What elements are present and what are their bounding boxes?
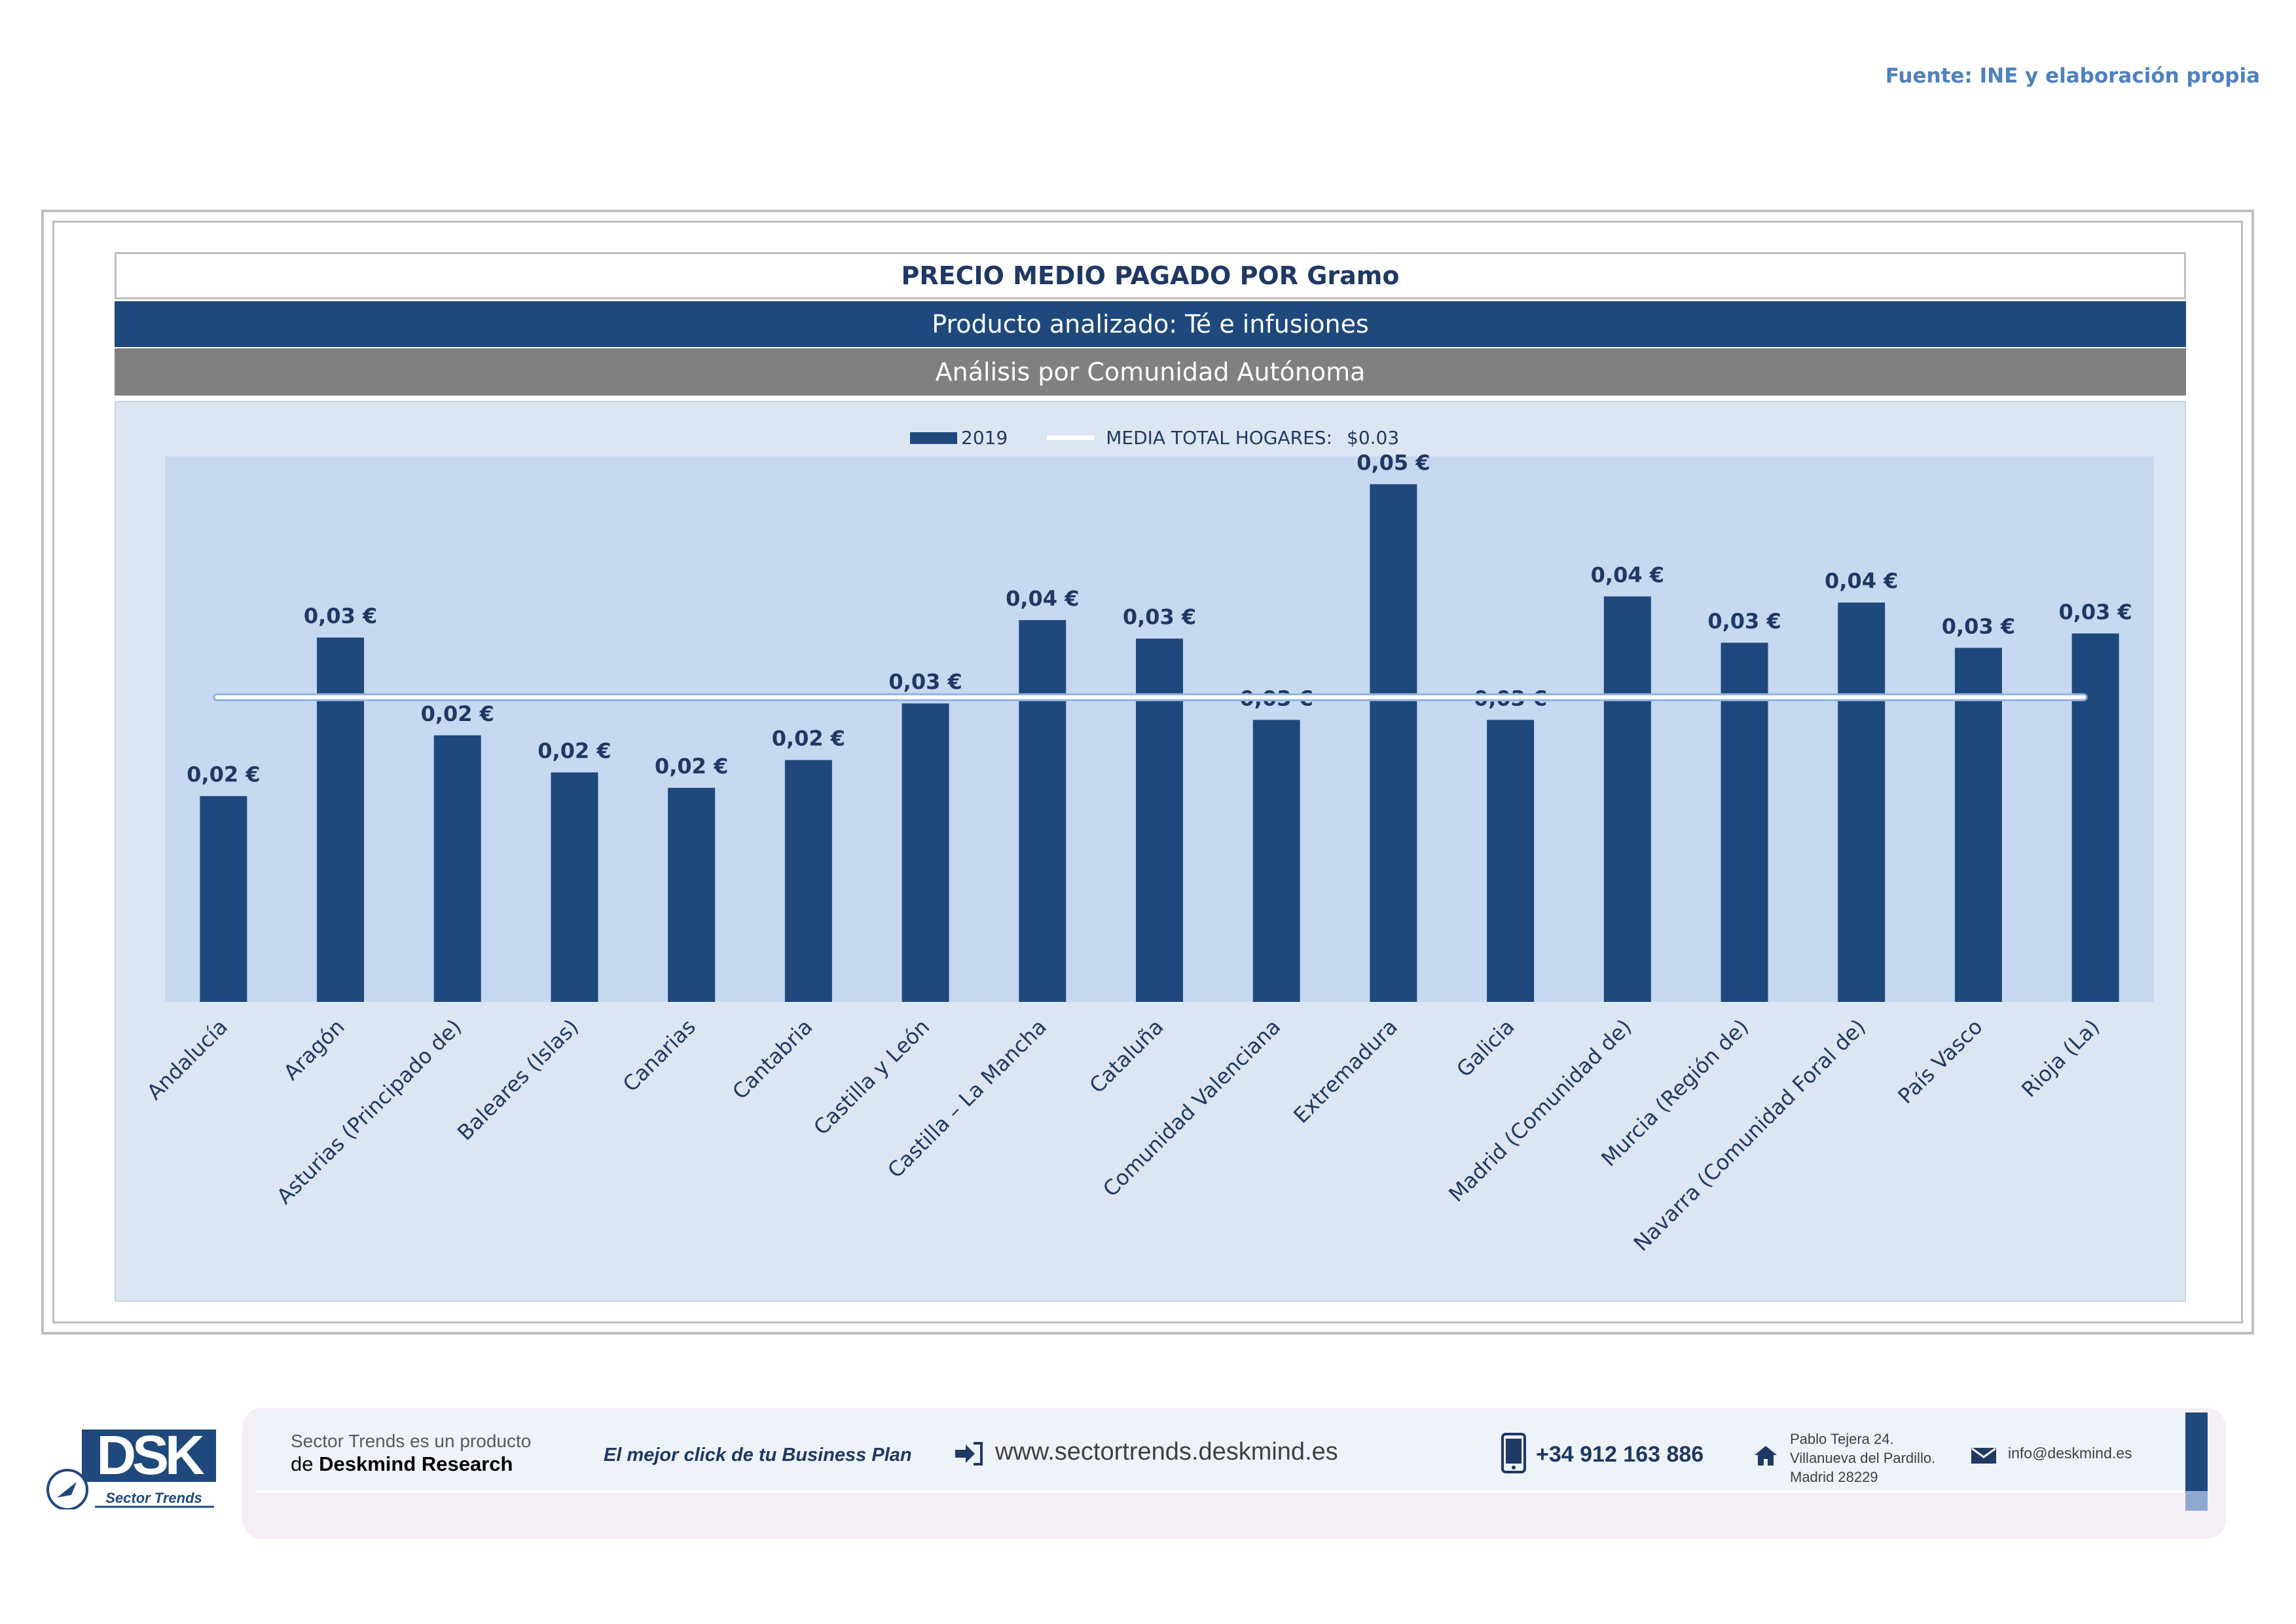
footer-address-line3: Madrid 28229	[1790, 1469, 1878, 1485]
legend-series-label: 2019	[961, 427, 1008, 449]
data-label: 0,03 €	[888, 669, 962, 694]
chart-frame	[41, 210, 2254, 1335]
footer-accent	[2185, 1412, 2208, 1491]
bar	[200, 796, 247, 1002]
footer-website-link[interactable]: www.sectortrends.deskmind.es	[995, 1438, 1338, 1466]
bar	[1721, 642, 1768, 1002]
x-tick-label: Navarra (Comunidad Foral de)	[1629, 1014, 1870, 1256]
legend-mean-label: MEDIA TOTAL HOGARES:	[1106, 427, 1333, 449]
legend-bar-swatch	[910, 432, 957, 444]
bar	[1603, 596, 1651, 1002]
footer-address-line2: Villanueva del Pardillo.	[1790, 1450, 1936, 1466]
data-label: 0,02 €	[421, 701, 494, 726]
x-tick-label: Baleares (Islas)	[452, 1014, 583, 1145]
x-tick-label: Aragón	[279, 1014, 350, 1085]
bar	[784, 760, 832, 1002]
bar	[1954, 648, 2002, 1002]
footer-card	[257, 1413, 2204, 1493]
data-label: 0,02 €	[187, 762, 260, 787]
data-label: 0,02 €	[655, 754, 728, 779]
legend-line-swatch	[1047, 435, 1095, 440]
bar	[317, 637, 365, 1002]
x-tick-label: Canarias	[618, 1014, 701, 1097]
x-tick-label: Rioja (La)	[2016, 1014, 2104, 1102]
phone-icon	[1501, 1433, 1526, 1473]
footer-tagline: El mejor click de tu Business Plan	[604, 1445, 912, 1466]
footer-product-line: Sector Trends es un producto	[291, 1431, 532, 1451]
x-tick-label: Galicia	[1451, 1014, 1519, 1082]
data-label: 0,02 €	[772, 726, 845, 751]
data-label: 0,04 €	[1591, 563, 1664, 587]
x-tick-label: Castilla y León	[809, 1014, 934, 1140]
x-tick-label: Andalucía	[142, 1014, 232, 1105]
data-label: 0,03 €	[1707, 608, 1781, 633]
x-tick-label: País Vasco	[1893, 1014, 1987, 1109]
data-label: 0,04 €	[1825, 568, 1898, 593]
data-label: 0,04 €	[1006, 586, 1079, 611]
source-note: Fuente: INE y elaboración propia	[1885, 64, 2260, 88]
footer-company-name: Deskmind Research	[319, 1452, 513, 1475]
chart-title: PRECIO MEDIO PAGADO POR Gramo	[115, 252, 2186, 299]
data-label: 0,03 €	[2058, 599, 2132, 624]
footer-accent-light	[2185, 1491, 2208, 1511]
bar	[1019, 619, 1066, 1002]
data-label: 0,02 €	[538, 739, 611, 764]
dsk-logo: DSK Sector Trends	[46, 1424, 216, 1509]
data-label: 0,03 €	[1942, 614, 2015, 638]
x-tick-label: Extremadura	[1288, 1014, 1402, 1128]
bar	[1487, 720, 1535, 1002]
footer-address-line1: Pablo Tejera 24.	[1790, 1431, 1894, 1447]
arrow-right-icon	[955, 1442, 983, 1466]
logo-sub-text: Sector Trends	[105, 1490, 202, 1506]
footer-address: Pablo Tejera 24. Villanueva del Pardillo…	[1790, 1430, 1935, 1486]
bar	[1136, 638, 1183, 1002]
bar-chart: 0,02 € 0,03 € 0,02 € 0,02 € 0,02 € 0,02 € 0,03…	[142, 450, 2154, 1256]
data-label: 0,05 €	[1357, 450, 1430, 475]
bar	[1252, 720, 1300, 1002]
x-tick-label: Asturias (Principado de)	[272, 1014, 466, 1209]
home-icon	[1755, 1446, 1777, 1466]
bar	[1370, 484, 1417, 1002]
bar	[1838, 602, 1886, 1002]
bar	[902, 703, 949, 1002]
bar	[2071, 633, 2119, 1002]
chart-legend: 2019 MEDIA TOTAL HOGARES: $0.03	[910, 427, 1399, 449]
product-banner: Producto analizado: Té e infusiones	[115, 301, 2186, 347]
mail-icon	[1971, 1447, 1996, 1464]
analysis-banner: Análisis por Comunidad Autónoma	[115, 348, 2186, 396]
x-tick-label: Cataluña	[1085, 1014, 1169, 1098]
data-label: 0,03 €	[304, 604, 377, 629]
footer-phone[interactable]: +34 912 163 886	[1536, 1442, 1704, 1467]
logo-text: DSK	[96, 1424, 204, 1486]
footer-company-prefix: de	[291, 1452, 314, 1475]
x-tick-label: Cantabria	[727, 1014, 817, 1104]
footer-email-link[interactable]: info@deskmind.es	[2008, 1445, 2132, 1462]
footer-company-line: de Deskmind Research	[291, 1452, 513, 1476]
bar	[551, 772, 598, 1002]
bar	[433, 735, 481, 1002]
data-label: 0,03 €	[1123, 604, 1196, 629]
legend-mean-value: $0.03	[1347, 427, 1400, 449]
chart-inner-frame	[52, 221, 2243, 1323]
bar	[668, 788, 716, 1002]
